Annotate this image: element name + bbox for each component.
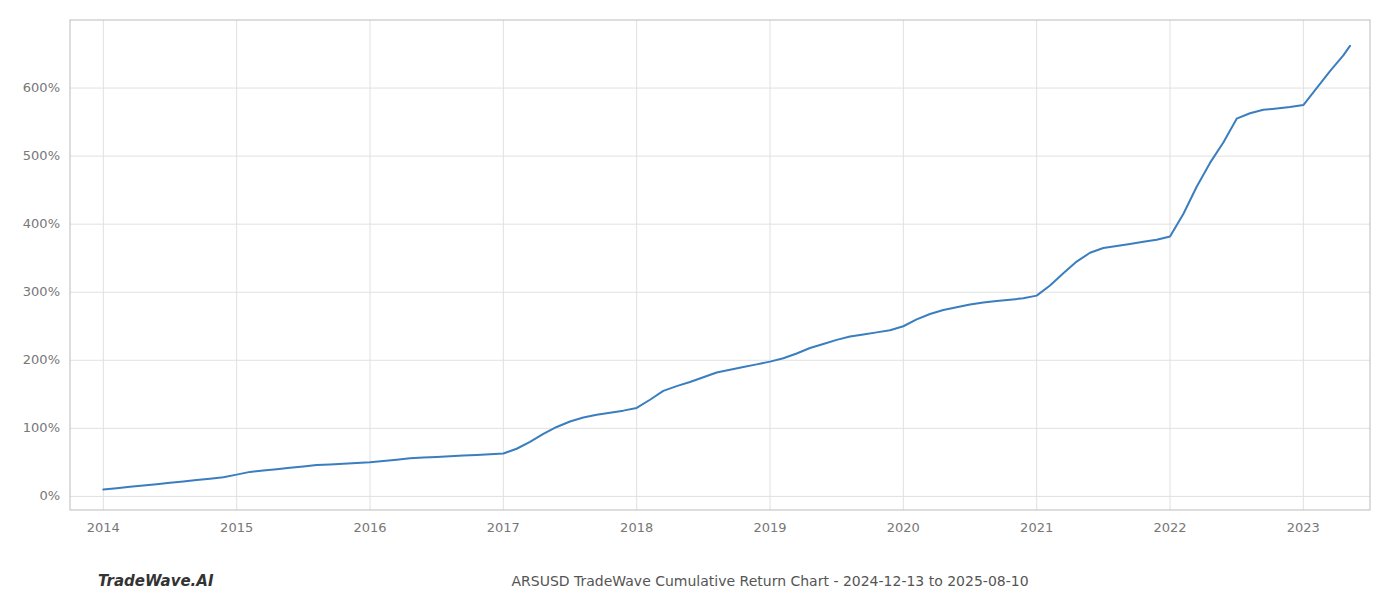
y-grid-line xyxy=(70,156,1370,157)
y-grid-line xyxy=(70,292,1370,293)
y-grid-line xyxy=(70,428,1370,429)
grid xyxy=(70,20,1370,510)
x-grid-line xyxy=(636,20,637,510)
y-tick-label: 400% xyxy=(23,216,60,231)
watermark: TradeWave.AI xyxy=(98,572,214,590)
x-grid-line xyxy=(903,20,904,510)
x-tick-label: 2020 xyxy=(887,520,920,535)
y-tick-label: 200% xyxy=(23,352,60,367)
y-tick-label: 0% xyxy=(39,488,60,503)
y-tick-label: 600% xyxy=(23,80,60,95)
title: ARSUSD TradeWave Cumulative Return Chart… xyxy=(511,573,1028,589)
x-grid-line xyxy=(103,20,104,510)
y-tick-label: 300% xyxy=(23,284,60,299)
x-grid-line xyxy=(1170,20,1171,510)
x-tick-label: 2018 xyxy=(620,520,653,535)
x-grid-line xyxy=(770,20,771,510)
x-tick-label: 2014 xyxy=(87,520,120,535)
x-tick-label: 2019 xyxy=(753,520,786,535)
texts: TradeWave.AI ARSUSD TradeWave Cumulative … xyxy=(98,572,1029,590)
y-grid-line xyxy=(70,496,1370,497)
plot-frame xyxy=(70,20,1370,510)
x-grid-line xyxy=(1036,20,1037,510)
y-tick-label: 100% xyxy=(23,420,60,435)
x-grid-line xyxy=(236,20,237,510)
x-tick-label: 2015 xyxy=(220,520,253,535)
x-grid-line xyxy=(1303,20,1304,510)
x-tick-label: 2017 xyxy=(487,520,520,535)
y-tick-label: 500% xyxy=(23,148,60,163)
chart: 0% 100% 200% 300% 400% 500% 600% 2014 2015 2016 20… xyxy=(0,0,1400,600)
axes: 0% 100% 200% 300% 400% 500% 600% 2014 2015 2016 20… xyxy=(23,20,1370,535)
series xyxy=(103,46,1350,490)
x-grid-line xyxy=(503,20,504,510)
y-grid-line xyxy=(70,360,1370,361)
x-tick-label: 2022 xyxy=(1153,520,1186,535)
y-grid-line xyxy=(70,88,1370,89)
x-tick-label: 2021 xyxy=(1020,520,1053,535)
x-grid-line xyxy=(370,20,371,510)
y-grid-line xyxy=(70,224,1370,225)
x-tick-label: 2016 xyxy=(353,520,386,535)
x-tick-label: 2023 xyxy=(1287,520,1320,535)
return-line xyxy=(103,46,1350,490)
